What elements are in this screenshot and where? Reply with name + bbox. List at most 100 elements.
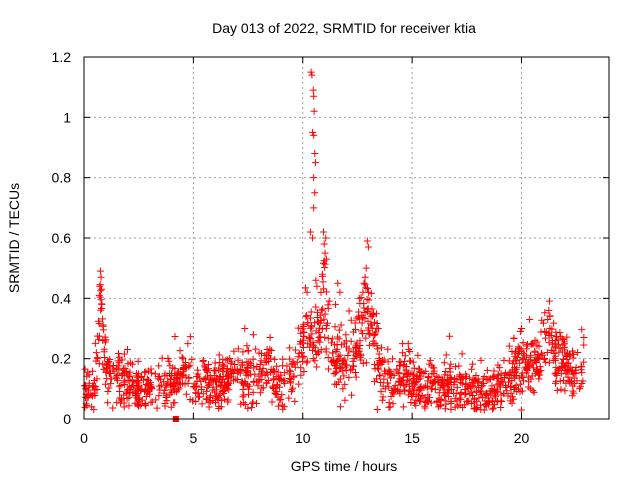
data-point bbox=[494, 374, 502, 382]
data-point bbox=[482, 390, 490, 398]
data-point bbox=[171, 378, 179, 386]
data-point bbox=[516, 344, 524, 352]
data-point bbox=[322, 234, 330, 242]
data-point bbox=[298, 353, 306, 361]
data-point bbox=[249, 388, 257, 396]
data-point bbox=[331, 380, 339, 388]
data-point bbox=[504, 392, 512, 400]
data-point bbox=[339, 385, 347, 393]
data-point bbox=[443, 376, 451, 384]
data-point bbox=[204, 360, 212, 368]
data-point bbox=[350, 354, 358, 362]
data-point bbox=[431, 375, 439, 383]
data-point bbox=[550, 319, 558, 327]
data-point bbox=[447, 398, 455, 406]
data-point bbox=[444, 392, 452, 400]
data-point bbox=[142, 368, 150, 376]
data-point bbox=[416, 374, 424, 382]
data-point bbox=[516, 328, 524, 336]
data-point bbox=[364, 243, 372, 251]
data-point bbox=[291, 346, 299, 354]
data-point bbox=[100, 354, 108, 362]
data-point bbox=[234, 345, 242, 353]
data-point bbox=[342, 343, 350, 351]
data-point bbox=[440, 359, 448, 367]
data-point bbox=[535, 354, 543, 362]
data-point bbox=[542, 358, 550, 366]
data-point bbox=[286, 374, 294, 382]
data-point bbox=[314, 337, 322, 345]
data-point bbox=[568, 392, 576, 400]
data-point bbox=[579, 377, 587, 385]
data-point bbox=[116, 387, 124, 395]
data-point bbox=[365, 329, 373, 337]
data-point bbox=[476, 401, 484, 409]
data-point bbox=[404, 340, 412, 348]
data-point bbox=[224, 381, 232, 389]
data-point bbox=[367, 320, 375, 328]
data-point bbox=[213, 374, 221, 382]
data-point bbox=[481, 397, 489, 405]
data-point bbox=[92, 349, 100, 357]
y-tick-label: 0.6 bbox=[52, 230, 72, 246]
data-point bbox=[519, 374, 527, 382]
data-point bbox=[510, 334, 518, 342]
data-point bbox=[147, 369, 155, 377]
data-point bbox=[322, 255, 330, 263]
data-point bbox=[229, 366, 237, 374]
data-point bbox=[220, 386, 228, 394]
data-point bbox=[385, 366, 393, 374]
data-point bbox=[241, 325, 249, 332]
data-point bbox=[204, 373, 212, 381]
data-point bbox=[324, 304, 332, 312]
data-point bbox=[518, 372, 526, 380]
data-point bbox=[249, 355, 257, 363]
data-point bbox=[561, 346, 569, 354]
data-point bbox=[101, 380, 109, 388]
data-point bbox=[491, 393, 499, 401]
data-point bbox=[105, 357, 113, 365]
data-point bbox=[379, 393, 387, 401]
data-point bbox=[98, 285, 105, 293]
data-point bbox=[299, 325, 307, 333]
data-point bbox=[310, 174, 318, 182]
data-point bbox=[384, 358, 392, 366]
data-point bbox=[508, 399, 516, 407]
data-point bbox=[303, 288, 311, 296]
data-point bbox=[551, 370, 559, 378]
data-point bbox=[141, 368, 149, 376]
data-point bbox=[356, 294, 364, 302]
data-point bbox=[145, 388, 153, 396]
x-tick-label: 0 bbox=[80, 430, 88, 446]
data-point bbox=[508, 393, 516, 401]
data-point bbox=[123, 394, 131, 402]
data-point bbox=[324, 334, 332, 342]
data-point bbox=[483, 366, 491, 374]
data-point bbox=[428, 379, 436, 387]
data-point bbox=[216, 373, 224, 381]
data-point bbox=[212, 392, 220, 400]
data-point bbox=[466, 382, 474, 390]
data-point bbox=[96, 267, 104, 275]
data-point bbox=[497, 404, 505, 412]
data-point bbox=[409, 389, 417, 397]
data-point bbox=[245, 382, 253, 390]
data-point bbox=[430, 364, 438, 372]
data-point bbox=[275, 374, 283, 382]
data-point bbox=[239, 386, 247, 394]
data-point bbox=[215, 404, 223, 412]
data-point bbox=[100, 365, 108, 373]
data-point bbox=[537, 328, 545, 336]
data-point bbox=[308, 71, 316, 79]
data-point bbox=[505, 342, 513, 350]
data-point bbox=[317, 317, 325, 325]
data-point bbox=[238, 361, 246, 369]
data-point bbox=[313, 282, 321, 290]
data-point bbox=[165, 357, 173, 365]
data-point bbox=[518, 347, 526, 355]
data-point bbox=[385, 399, 393, 407]
data-point bbox=[318, 270, 326, 278]
data-point bbox=[105, 369, 113, 377]
data-point bbox=[222, 356, 230, 364]
data-point bbox=[340, 357, 348, 365]
